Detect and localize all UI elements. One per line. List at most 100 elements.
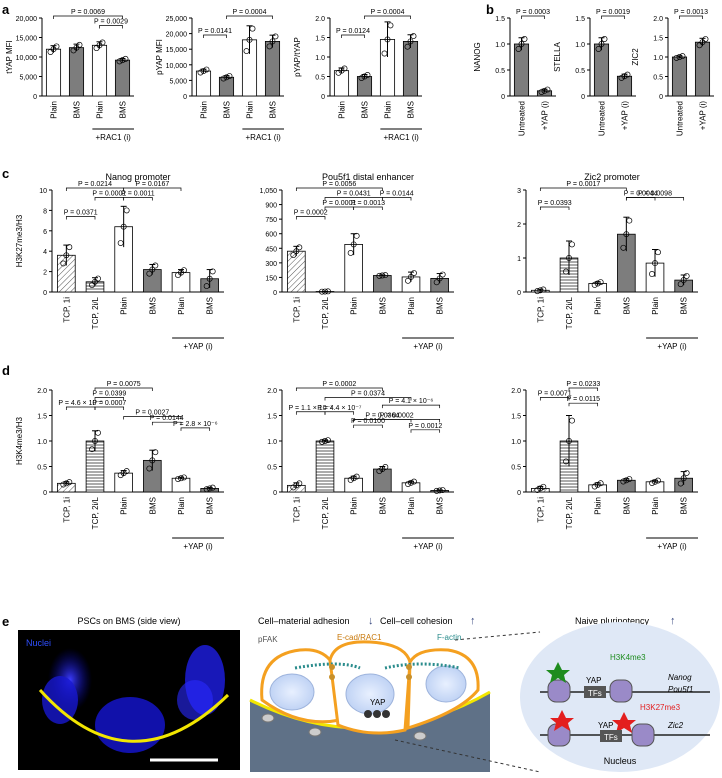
data-point <box>597 480 604 487</box>
y-tick-label: 1,050 <box>259 188 277 195</box>
adhesion-arrow-icon: ↓ <box>368 615 374 627</box>
adhesion-label: Cell–material adhesion <box>258 616 350 626</box>
group-label: +RAC1 (i) <box>96 133 132 142</box>
category-label: Plain <box>350 297 359 315</box>
category-label: Plain <box>200 101 209 119</box>
group-label: +YAP (i) <box>657 542 687 551</box>
y-tick-label: 1.5 <box>267 414 277 421</box>
data-point <box>595 46 602 52</box>
p-value-label: P = 0.0004 <box>233 9 267 16</box>
category-label: Plain <box>120 297 129 315</box>
bar <box>694 41 711 97</box>
category-label: BMS <box>680 497 689 514</box>
category-label: TCP, 1i <box>292 497 301 523</box>
data-point <box>353 232 360 239</box>
category-label: BMS <box>680 297 689 314</box>
data-point <box>358 75 365 82</box>
data-point <box>220 75 227 82</box>
data-point <box>353 473 360 480</box>
significance-bracket <box>94 197 125 201</box>
chart-d1: 0 0.5 1.0 1.5 2.0 H3K4me3/H3 TCP, 1i TCP, 2i/L P… <box>15 381 224 551</box>
data-point <box>591 483 598 490</box>
data-point <box>152 449 159 456</box>
y-tick-label: 1.0 <box>267 439 277 446</box>
category-label: BMS <box>148 297 157 314</box>
p-value-label: P = 0.0003 <box>516 9 550 16</box>
y-tick-label: 0 <box>321 94 325 101</box>
p-value-label: P = 0.0069 <box>71 9 105 16</box>
category-label: BMS <box>378 297 387 314</box>
data-point <box>376 272 383 279</box>
y-axis-label: H3K27me3/H3 <box>15 214 24 267</box>
y-tick-label: 10,000 <box>16 55 38 62</box>
y-tick-label: 1.0 <box>495 42 505 49</box>
bar <box>344 477 363 493</box>
category-label: Plain <box>120 497 129 515</box>
data-point <box>652 478 658 485</box>
significance-bracket <box>410 429 441 433</box>
data-point <box>63 480 70 487</box>
data-point <box>433 279 440 286</box>
panel-letter-e: e <box>2 614 9 629</box>
data-point <box>203 283 210 290</box>
data-point <box>563 268 569 275</box>
significance-bracket <box>99 25 123 29</box>
y-tick-label: 300 <box>265 261 277 268</box>
category-label: Untreated <box>598 101 607 136</box>
category-label: BMS <box>436 297 445 314</box>
data-point <box>209 268 216 275</box>
y-tick-label: 2.0 <box>653 16 663 23</box>
p-value-label: P = 0.0393 <box>538 200 572 207</box>
p-value-label: P = 0.0431 <box>337 191 371 198</box>
y-tick-label: 1 <box>517 256 521 263</box>
data-point <box>439 271 446 278</box>
data-point <box>411 478 417 485</box>
data-point <box>243 48 250 55</box>
p-value-label: P = 0.0019 <box>596 9 630 16</box>
nucleus-label: Nucleus <box>604 756 637 766</box>
category-label: Untreated <box>676 101 685 136</box>
data-point <box>89 282 95 289</box>
p-value-label: P = 4.1 × 10⁻⁶ <box>389 398 434 405</box>
y-tick-label: 1.5 <box>653 36 663 43</box>
p-value-label: P = 0.0056 <box>322 181 356 188</box>
y-tick-label: 0 <box>659 94 663 101</box>
data-point <box>60 481 67 488</box>
data-point <box>411 270 417 277</box>
p-value-label: P = 0.0098 <box>638 191 672 198</box>
data-point <box>404 43 411 50</box>
data-point <box>63 252 70 259</box>
data-point <box>325 288 331 295</box>
data-point <box>152 262 159 269</box>
data-point <box>66 479 73 486</box>
data-point <box>649 480 655 486</box>
significance-bracket <box>625 197 656 201</box>
y-tick-label: 0 <box>517 490 521 497</box>
category-label: BMS <box>622 297 631 314</box>
category-label: +YAP (i) <box>541 101 550 131</box>
data-point <box>598 41 605 47</box>
y-axis-label: ZIC2 <box>631 48 640 66</box>
y-tick-label: 900 <box>265 203 277 210</box>
chart-b3: 0 0.5 1.0 1.5 2.0 ZIC2 Untreated +YAP (i) P = 0.… <box>631 9 714 136</box>
significance-bracket <box>381 404 441 409</box>
category-label: Plain <box>338 101 347 119</box>
significance-bracket <box>353 206 383 210</box>
significance-bracket <box>295 187 383 191</box>
category-label: BMS <box>148 497 157 514</box>
category-label: TCP, 2i/L <box>321 296 330 329</box>
nuclei-label: Nuclei <box>26 638 51 648</box>
y-tick-label: 450 <box>265 246 277 253</box>
data-point <box>410 33 417 40</box>
chart-c1: 0 2 4 6 8 10 H3K27me3/H3 Nanog promoter TCP, 1i T… <box>15 172 224 351</box>
data-point <box>290 252 297 259</box>
y-tick-label: 1.5 <box>511 414 521 421</box>
y-tick-label: 750 <box>265 217 277 224</box>
category-label: BMS <box>206 297 215 314</box>
category-label: BMS <box>73 101 82 118</box>
data-point <box>405 277 411 284</box>
data-point <box>384 36 391 43</box>
data-point <box>197 69 204 76</box>
yap-top-label: YAP <box>586 676 601 685</box>
y-tick-label: 1.0 <box>37 439 47 446</box>
